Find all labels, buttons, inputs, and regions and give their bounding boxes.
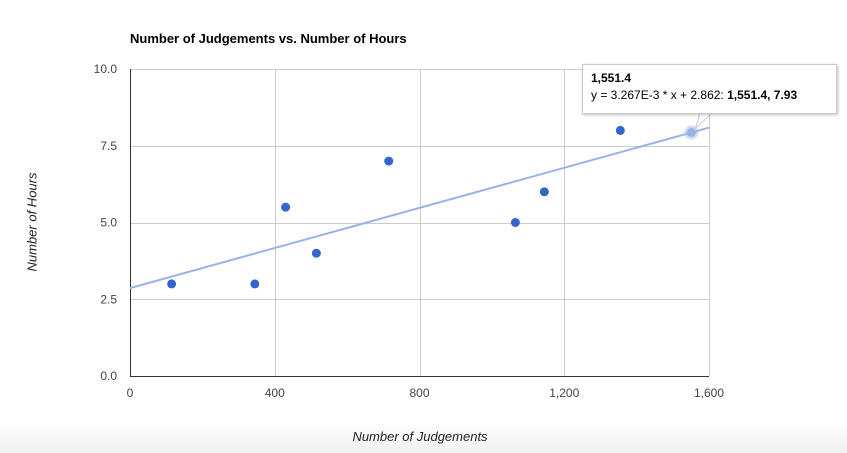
x-axis-title: Number of Judgements: [352, 429, 488, 444]
y-tick-label: 5.0: [100, 216, 117, 230]
tick-labels: 0.0 2.5 5.0 7.5 10.0 0 400 800 1,200 1,600: [94, 62, 725, 400]
x-tick-label: 0: [127, 386, 134, 400]
trendline-tooltip: 1,551.4 y = 3.267E-3 * x + 2.862: 1,551.…: [582, 64, 837, 114]
tooltip-equation: y = 3.267E-3 * x + 2.862: 1,551.4, 7.93: [591, 88, 828, 102]
data-point: [250, 279, 260, 289]
highlight-point: [686, 128, 696, 138]
data-point: [281, 202, 291, 212]
y-tick-label: 2.5: [100, 292, 117, 306]
y-tick-label: 7.5: [100, 139, 117, 153]
data-point: [615, 125, 625, 135]
tooltip-title: 1,551.4: [591, 71, 632, 85]
footer-band: [0, 420, 847, 453]
x-tick-label: 800: [409, 386, 429, 400]
trendline-layer: [129, 112, 714, 290]
tooltip-value: 1,551.4, 7.93: [727, 88, 798, 102]
data-point: [384, 156, 394, 166]
tooltip-equation-text: y = 3.267E-3 * x + 2.862:: [591, 88, 728, 102]
grid-lines: [130, 69, 710, 377]
y-tick-label: 0.0: [100, 369, 117, 383]
data-point: [167, 279, 177, 289]
trendline: [129, 126, 710, 290]
data-point: [311, 248, 321, 258]
x-tick-label: 1,200: [549, 386, 579, 400]
y-tick-label: 10.0: [94, 62, 118, 76]
x-tick-label: 400: [265, 386, 285, 400]
data-point: [539, 187, 549, 197]
data-point: [510, 218, 520, 227]
data-points: [167, 125, 625, 289]
chart-title: Number of Judgements vs. Number of Hours: [130, 31, 407, 46]
x-tick-label: 1,600: [694, 386, 724, 400]
